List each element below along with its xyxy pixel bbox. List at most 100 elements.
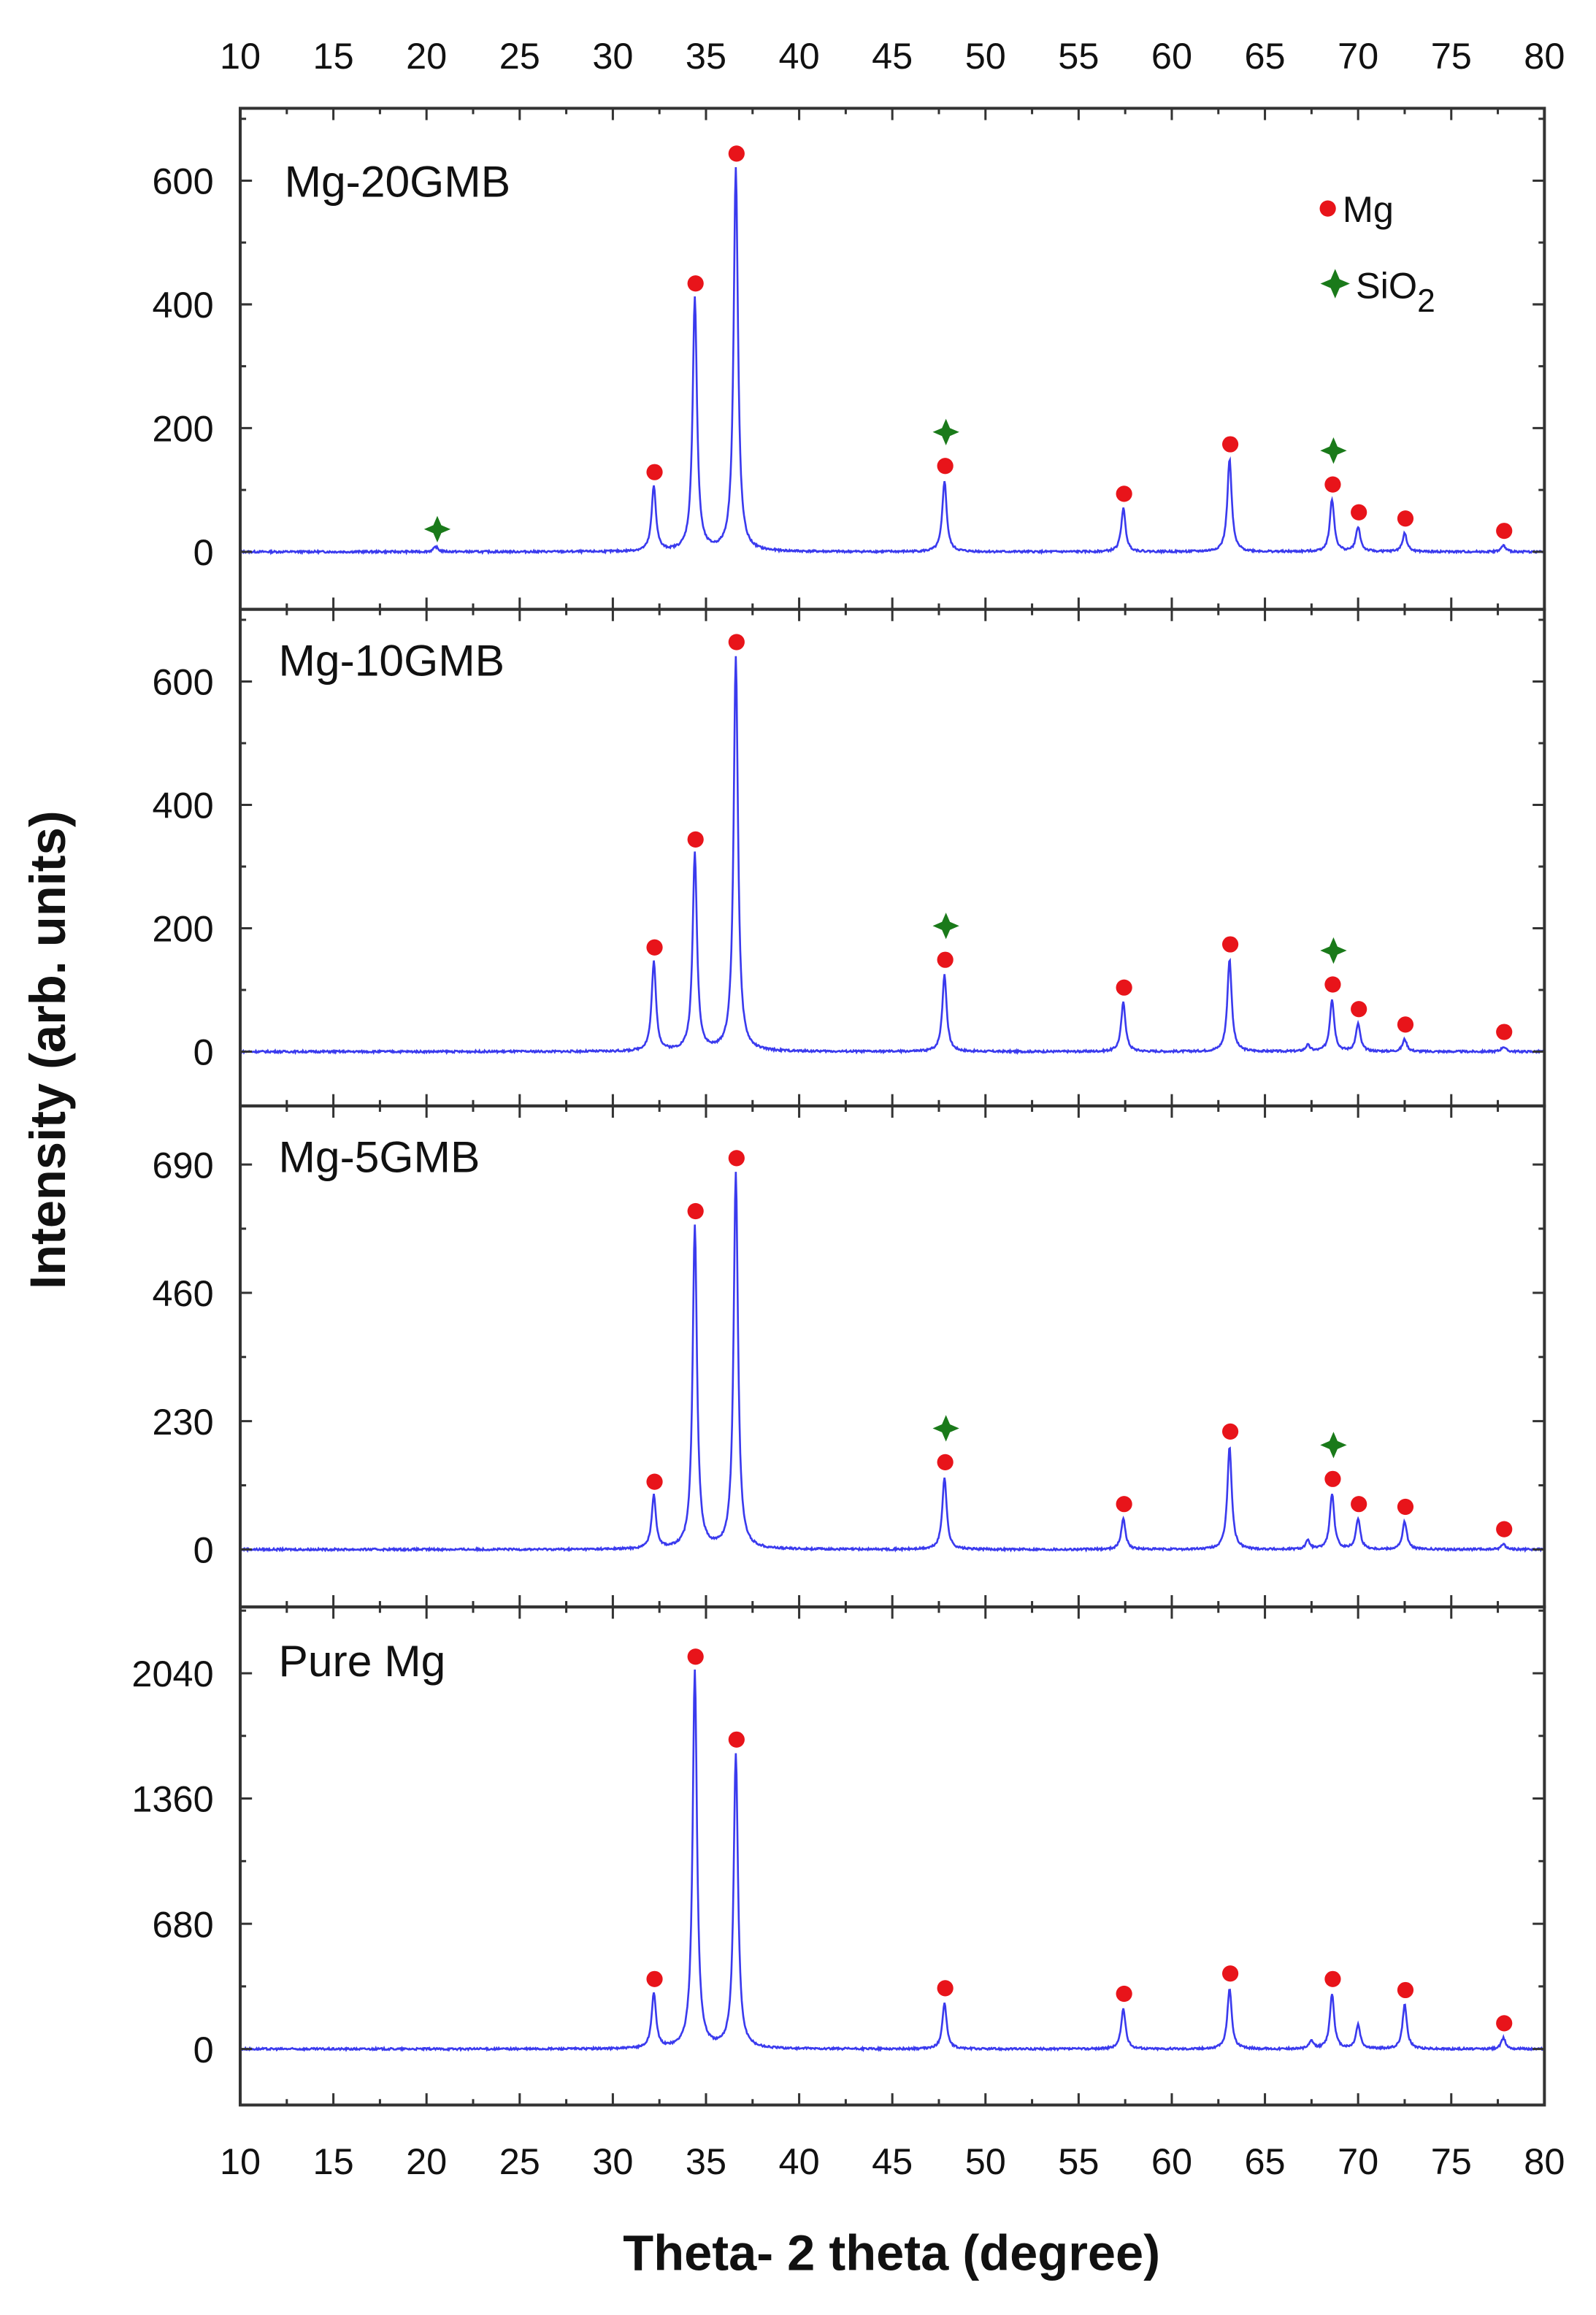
panel-title: Mg-5GMB	[278, 1132, 480, 1182]
mg-peak-marker	[1496, 523, 1513, 540]
x-tick-labels-top: 10 15 20 25 30 35 40 45 50 55 60 65 70 75 80	[220, 35, 1565, 77]
mg-peak-marker	[1351, 1001, 1367, 1018]
panel-mg-20gmb: 0 200 400 600 Mg-20GMB	[152, 107, 1546, 611]
mg-peak-marker	[1496, 1024, 1513, 1040]
mg-peak-marker	[687, 1648, 704, 1665]
x-tick-label: 15	[313, 35, 354, 77]
mg-peak-marker	[1496, 2015, 1513, 2032]
y-tick-label: 0	[193, 1529, 214, 1571]
x-tick-label: 35	[686, 35, 726, 77]
sio2-peak-marker	[1320, 937, 1347, 964]
sio2-peak-marker	[932, 418, 959, 445]
x-tick-label: 75	[1431, 2141, 1472, 2182]
y-tick-label: 200	[152, 908, 213, 950]
y-tick-label: 400	[152, 785, 213, 826]
legend-sio2-marker	[1320, 269, 1350, 299]
panel-title: Pure Mg	[278, 1636, 445, 1686]
y-axis-label: Intensity (arb. units)	[20, 810, 76, 1289]
mg-peak-marker	[1324, 476, 1341, 493]
mg-peak-marker	[1496, 1521, 1513, 1537]
legend-mg-marker	[1319, 200, 1336, 217]
y-tick-label: 600	[152, 661, 213, 703]
mg-peak-marker	[646, 1970, 663, 1987]
sio2-peak-marker	[932, 913, 959, 940]
mg-peak-marker	[937, 1980, 954, 1997]
x-tick-label: 35	[686, 2141, 726, 2182]
y-tick-label: 680	[152, 1903, 213, 1945]
mg-peak-marker	[728, 145, 745, 162]
mg-peak-marker	[1324, 976, 1341, 993]
x-tick-label: 45	[872, 2141, 913, 2182]
panel-title: Mg-10GMB	[278, 635, 504, 685]
mg-peak-marker	[687, 1202, 704, 1220]
panel-mg-5gmb: 0 230 460 690 Mg-5GMB	[152, 1104, 1546, 1609]
x-tick-label: 30	[592, 2141, 633, 2182]
y-tick-label: 460	[152, 1272, 213, 1314]
sio2-peak-marker	[1320, 1432, 1347, 1459]
x-tick-label: 55	[1058, 2141, 1099, 2182]
x-tick-label: 50	[965, 35, 1006, 77]
panel-pure-mg: 0 680 1360 2040 Pure Mg	[131, 1605, 1546, 2107]
mg-peak-marker	[937, 458, 954, 475]
mg-peak-marker	[1221, 436, 1239, 453]
x-tick-label: 25	[499, 2141, 540, 2182]
mg-peak-marker	[1116, 1496, 1132, 1513]
mg-peak-marker	[1324, 1970, 1341, 1987]
xrd-pattern-line	[239, 656, 1544, 1056]
x-tick-label: 60	[1151, 35, 1192, 77]
x-tick-label: 40	[779, 35, 820, 77]
mg-peak-marker	[687, 831, 704, 848]
xrd-pattern-line	[239, 167, 1545, 556]
x-tick-label: 65	[1245, 35, 1286, 77]
mg-peak-marker	[1397, 1016, 1414, 1033]
mg-peak-marker	[937, 951, 954, 968]
mg-peak-marker	[1116, 1985, 1132, 2003]
mg-peak-marker	[1221, 1965, 1239, 1982]
x-tick-label: 70	[1338, 2141, 1378, 2182]
x-tick-label: 20	[406, 35, 447, 77]
y-tick-label: 690	[152, 1144, 213, 1186]
y-tick-label: 0	[193, 2029, 214, 2070]
x-tick-label: 25	[499, 35, 540, 77]
x-tick-label: 30	[592, 35, 633, 77]
panels: 0 200 400 600 Mg-20GMB 0 200 400 600 Mg-10GMB 0 230…	[131, 107, 1546, 2107]
mg-peak-marker	[646, 1473, 663, 1490]
x-tick-labels-bottom: 10 15 20 25 30 35 40 45 50 55 60 65 70 75 80	[220, 2141, 1565, 2182]
mg-peak-marker	[646, 939, 663, 956]
sio2-peak-marker	[1320, 437, 1347, 464]
y-tick-label: 600	[152, 161, 213, 202]
x-tick-label: 15	[313, 2141, 354, 2182]
x-tick-label: 80	[1524, 2141, 1565, 2182]
mg-peak-marker	[1351, 504, 1367, 521]
x-axis-label: Theta- 2 theta (degree)	[623, 2224, 1160, 2281]
y-tick-label: 0	[193, 1032, 214, 1073]
x-tick-label: 10	[220, 35, 261, 77]
x-tick-label: 80	[1524, 35, 1565, 77]
sio2-peak-marker	[423, 515, 451, 543]
y-tick-label: 400	[152, 284, 213, 326]
y-tick-label: 0	[193, 531, 214, 573]
mg-peak-marker	[728, 1150, 745, 1167]
mg-peak-marker	[1221, 936, 1239, 953]
legend: Mg SiO2	[1319, 188, 1435, 319]
x-tick-label: 45	[872, 35, 913, 77]
x-tick-label: 55	[1058, 35, 1099, 77]
panel-title: Mg-20GMB	[285, 156, 511, 206]
mg-peak-marker	[1351, 1496, 1367, 1513]
mg-peak-marker	[937, 1454, 954, 1470]
x-tick-label: 20	[406, 2141, 447, 2182]
mg-peak-marker	[687, 275, 704, 292]
mg-peak-marker	[1116, 485, 1132, 502]
mg-peak-marker	[1324, 1470, 1341, 1487]
xrd-pattern-line	[239, 1172, 1544, 1553]
x-tick-label: 65	[1245, 2141, 1286, 2182]
x-tick-label: 10	[220, 2141, 261, 2182]
y-tick-label: 1360	[131, 1778, 213, 1820]
legend-mg-label: Mg	[1343, 188, 1394, 230]
xrd-pattern-line	[239, 1669, 1545, 2053]
x-tick-label: 60	[1151, 2141, 1192, 2182]
x-tick-label: 50	[965, 2141, 1006, 2182]
x-tick-label: 70	[1338, 35, 1378, 77]
y-tick-label: 200	[152, 408, 213, 450]
